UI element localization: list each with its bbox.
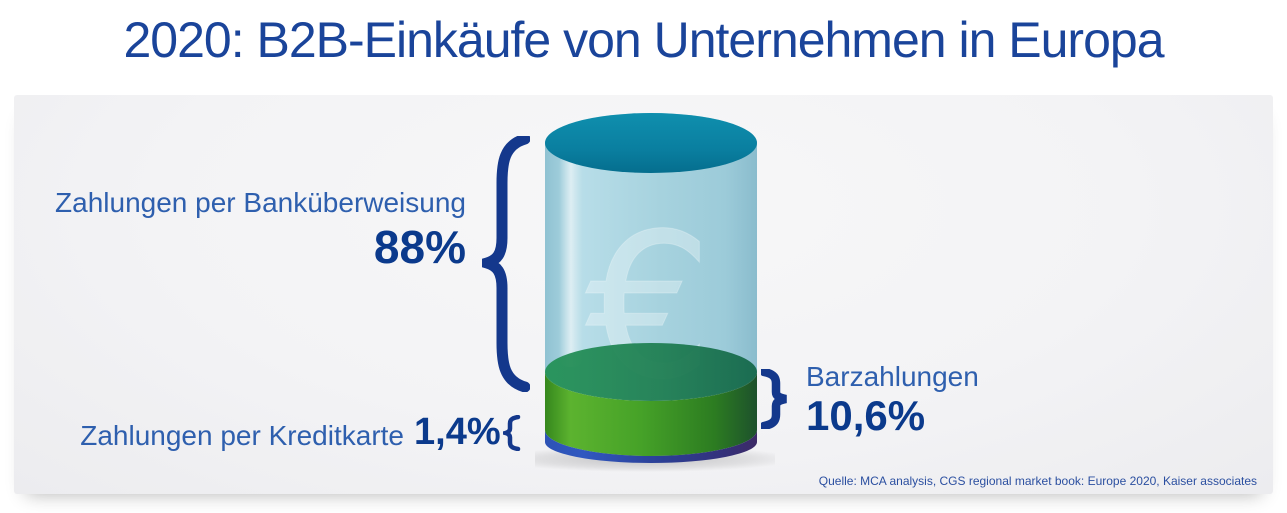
cylinder-glass (545, 113, 757, 400)
cylinder-chart: € (535, 113, 775, 472)
bank-transfer-value: 88% (373, 221, 466, 273)
source-note: Quelle: MCA analysis, CGS regional marke… (818, 474, 1257, 488)
cash-label: Barzahlungen (806, 361, 979, 392)
cylinder-top-opening (545, 113, 757, 173)
glass-highlight (559, 155, 583, 367)
cash-block: Barzahlungen 10,6% (806, 362, 979, 437)
cash-segment-top (545, 343, 757, 401)
credit-card-label: Zahlungen per Kreditkarte (80, 420, 404, 451)
bank-transfer-brace-icon (482, 136, 530, 392)
credit-card-brace-icon (503, 415, 521, 451)
credit-card-value: 1,4% (414, 411, 501, 453)
cash-value: 10,6% (806, 392, 926, 439)
bank-transfer-label: Zahlungen per Banküberweisung (55, 187, 466, 218)
cash-brace-icon (761, 369, 787, 429)
bank-transfer-block: Zahlungen per Banküberweisung 88% (14, 187, 466, 273)
credit-segment-band (545, 430, 757, 463)
cash-segment-band (545, 372, 757, 456)
page-title: 2020: B2B-Einkäufe von Unternehmen in Eu… (123, 12, 1164, 68)
